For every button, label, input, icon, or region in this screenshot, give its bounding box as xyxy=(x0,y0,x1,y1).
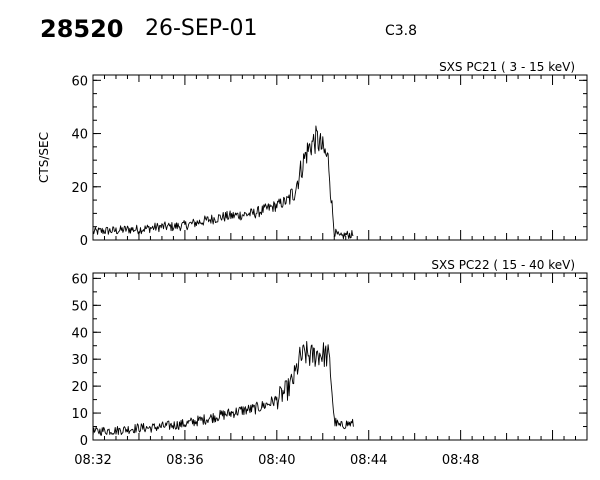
flare-class: C3.8 xyxy=(385,23,418,39)
x-tick-label: 08:44 xyxy=(350,453,387,468)
y-axis-label: CTS/SEC xyxy=(37,132,51,183)
y-tick-label: 10 xyxy=(71,407,88,422)
plot-frame xyxy=(92,74,588,241)
x-tick-label: 08:48 xyxy=(442,453,479,468)
series-line-1 xyxy=(92,125,354,240)
event-date: 26-SEP-01 xyxy=(145,16,258,41)
y-tick-label: 30 xyxy=(71,353,88,368)
plot-frame xyxy=(92,272,588,441)
y-tick-label: 0 xyxy=(80,434,88,449)
x-tick-label: 08:40 xyxy=(258,453,295,468)
event-id: 28520 xyxy=(40,15,124,43)
y-tick-label: 0 xyxy=(80,234,88,249)
y-tick-label: 20 xyxy=(71,380,88,395)
panel-title: SXS PC22 ( 15 - 40 keV) xyxy=(431,258,575,272)
series-line-1 xyxy=(92,340,354,437)
y-tick-label: 40 xyxy=(71,128,88,143)
x-tick-label: 08:36 xyxy=(166,453,203,468)
x-tick-label: 08:32 xyxy=(74,453,111,468)
y-tick-label: 50 xyxy=(71,299,88,314)
y-tick-label: 20 xyxy=(71,181,88,196)
y-tick-label: 60 xyxy=(71,272,88,287)
panel-title: SXS PC21 ( 3 - 15 keV) xyxy=(439,60,575,74)
y-tick-label: 40 xyxy=(71,326,88,341)
y-tick-label: 60 xyxy=(71,74,88,89)
